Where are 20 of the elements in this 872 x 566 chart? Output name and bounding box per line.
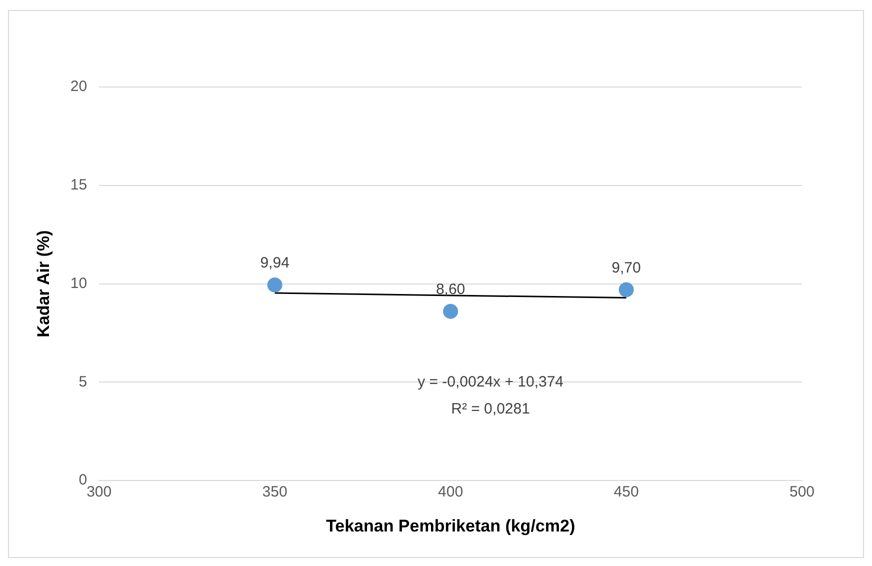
point <box>267 277 282 292</box>
y-tick-label: 0 <box>78 472 88 489</box>
data-label: 9,94 <box>260 254 290 272</box>
y-tick-label: 10 <box>70 274 88 292</box>
annotation: y = -0,0024x + 10,374 <box>418 373 564 390</box>
y-tick-label: 20 <box>70 78 88 96</box>
y-axis-title: Kadar Air (%) <box>34 230 53 338</box>
data-label: 9,70 <box>612 259 641 276</box>
annotation: R² = 0,0281 <box>451 400 530 418</box>
x-tick-label: 400 <box>438 484 464 501</box>
x-tick-label: 350 <box>262 484 288 501</box>
point <box>618 282 634 298</box>
y-tick-label: 15 <box>70 176 88 194</box>
point <box>443 304 458 319</box>
x-tick-label: 450 <box>614 484 639 501</box>
data-label: 8,60 <box>436 280 466 298</box>
x-axis-title: Tekanan Pembriketan (kg/cm2) <box>326 516 576 536</box>
x-tick-label: 300 <box>86 484 112 501</box>
y-tick-label: 5 <box>78 373 88 390</box>
x-tick-label: 500 <box>789 484 815 501</box>
